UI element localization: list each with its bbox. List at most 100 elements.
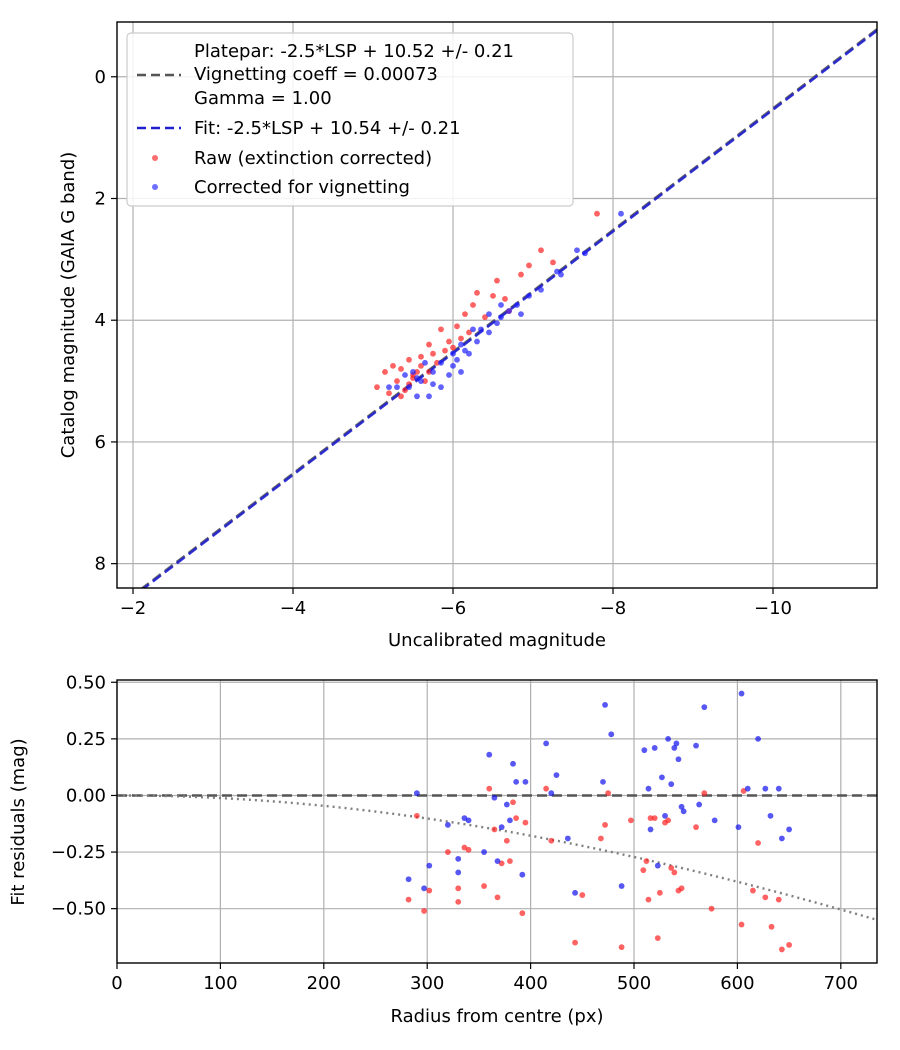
corrected-point	[762, 785, 769, 792]
x-tick-label: −10	[754, 598, 792, 619]
bottom-x-axis-label: Radius from centre (px)	[390, 1006, 603, 1027]
corrected-point	[386, 384, 392, 391]
corrected-point	[413, 790, 420, 797]
corrected-point	[647, 826, 654, 833]
corrected-point	[651, 745, 658, 751]
corrected-point	[778, 835, 785, 842]
corrected-point	[668, 781, 675, 788]
corrected-point	[450, 362, 456, 369]
raw-point	[386, 390, 392, 397]
y-tick-label: 0.25	[66, 729, 106, 750]
y-tick-label: 8	[95, 554, 106, 575]
bottom-scatter-points	[405, 690, 793, 953]
corrected-point	[514, 302, 520, 308]
legend: Platepar: -2.5*LSP + 10.52 +/- 0.21 Vign…	[126, 32, 574, 207]
corrected-point	[491, 794, 498, 801]
corrected-point	[402, 372, 408, 378]
y-tick-label: 2	[95, 188, 106, 209]
bottom-axis-ticks: 0 100 200 300 400 500 600 700 0.50 0.25 0.00 −0.25 −…	[51, 672, 858, 994]
corrected-point	[513, 778, 520, 785]
corrected-point	[519, 871, 526, 878]
x-tick-label: −6	[440, 598, 467, 619]
raw-point	[701, 790, 708, 797]
corrected-point	[641, 747, 648, 754]
legend-corrected-label: Corrected for vignetting	[194, 177, 410, 198]
corrected-point	[466, 350, 472, 357]
corrected-point	[786, 826, 793, 833]
corrected-point	[665, 735, 672, 742]
corrected-point	[455, 855, 462, 862]
corrected-point	[548, 790, 555, 797]
corrected-point	[426, 862, 433, 869]
raw-point	[543, 785, 550, 792]
raw-point	[598, 835, 604, 842]
raw-point	[450, 344, 456, 351]
raw-point	[455, 898, 462, 905]
corrected-point	[410, 369, 416, 375]
fit-line	[142, 29, 877, 588]
corrected-point	[418, 378, 424, 384]
corrected-point	[538, 286, 544, 293]
bottom-grid	[116, 680, 877, 963]
corrected-point	[481, 849, 487, 855]
corrected-point	[645, 785, 652, 792]
raw-point	[507, 858, 513, 865]
raw-point	[382, 369, 388, 375]
x-tick-label: 500	[617, 973, 651, 994]
raw-point	[418, 353, 424, 360]
raw-point	[442, 347, 448, 354]
raw-point	[405, 896, 412, 903]
raw-point	[643, 858, 650, 865]
raw-point	[406, 356, 412, 363]
raw-point	[550, 259, 556, 266]
raw-point	[762, 894, 769, 901]
raw-point	[455, 885, 462, 892]
corrected-point	[680, 808, 687, 815]
raw-point	[374, 384, 380, 391]
raw-point	[738, 921, 745, 928]
raw-point	[775, 896, 782, 903]
raw-point	[466, 329, 472, 336]
corrected-point	[444, 821, 451, 828]
corrected-point	[470, 326, 476, 333]
corrected-point	[498, 314, 504, 321]
corrected-point	[430, 369, 436, 375]
raw-point	[414, 369, 420, 375]
raw-point	[390, 362, 396, 369]
corrected-point	[446, 372, 452, 378]
corrected-point	[486, 311, 492, 318]
raw-point	[394, 378, 400, 384]
raw-point	[671, 869, 678, 876]
bottom-chart: 0 100 200 300 400 500 600 700 0.50 0.25 0.00 −0.25 −…	[8, 672, 878, 1027]
corrected-point	[618, 210, 624, 217]
raw-point	[444, 849, 451, 855]
x-tick-label: 100	[203, 973, 237, 994]
x-tick-label: −4	[280, 598, 307, 619]
bottom-plot-frame	[116, 679, 878, 964]
corrected-point	[394, 384, 400, 391]
raw-point	[434, 359, 440, 366]
x-tick-label: −8	[600, 598, 627, 619]
raw-point	[446, 338, 452, 345]
raw-point	[618, 944, 625, 951]
raw-point	[426, 369, 432, 375]
raw-point	[518, 271, 524, 278]
corrected-point	[711, 817, 718, 824]
corrected-point	[405, 876, 412, 883]
raw-point	[426, 887, 433, 894]
y-tick-label: −0.25	[51, 842, 106, 863]
corrected-point	[455, 869, 462, 876]
corrected-point	[510, 760, 516, 767]
corrected-point	[503, 801, 510, 808]
corrected-point	[735, 824, 742, 831]
corrected-point	[675, 756, 682, 763]
raw-point	[628, 817, 634, 824]
raw-point	[656, 889, 663, 896]
bottom-reference-lines	[117, 794, 877, 922]
raw-point	[494, 894, 501, 901]
raw-point	[458, 335, 464, 342]
raw-point	[693, 824, 699, 831]
raw-point	[678, 885, 685, 892]
corrected-point	[673, 740, 680, 747]
